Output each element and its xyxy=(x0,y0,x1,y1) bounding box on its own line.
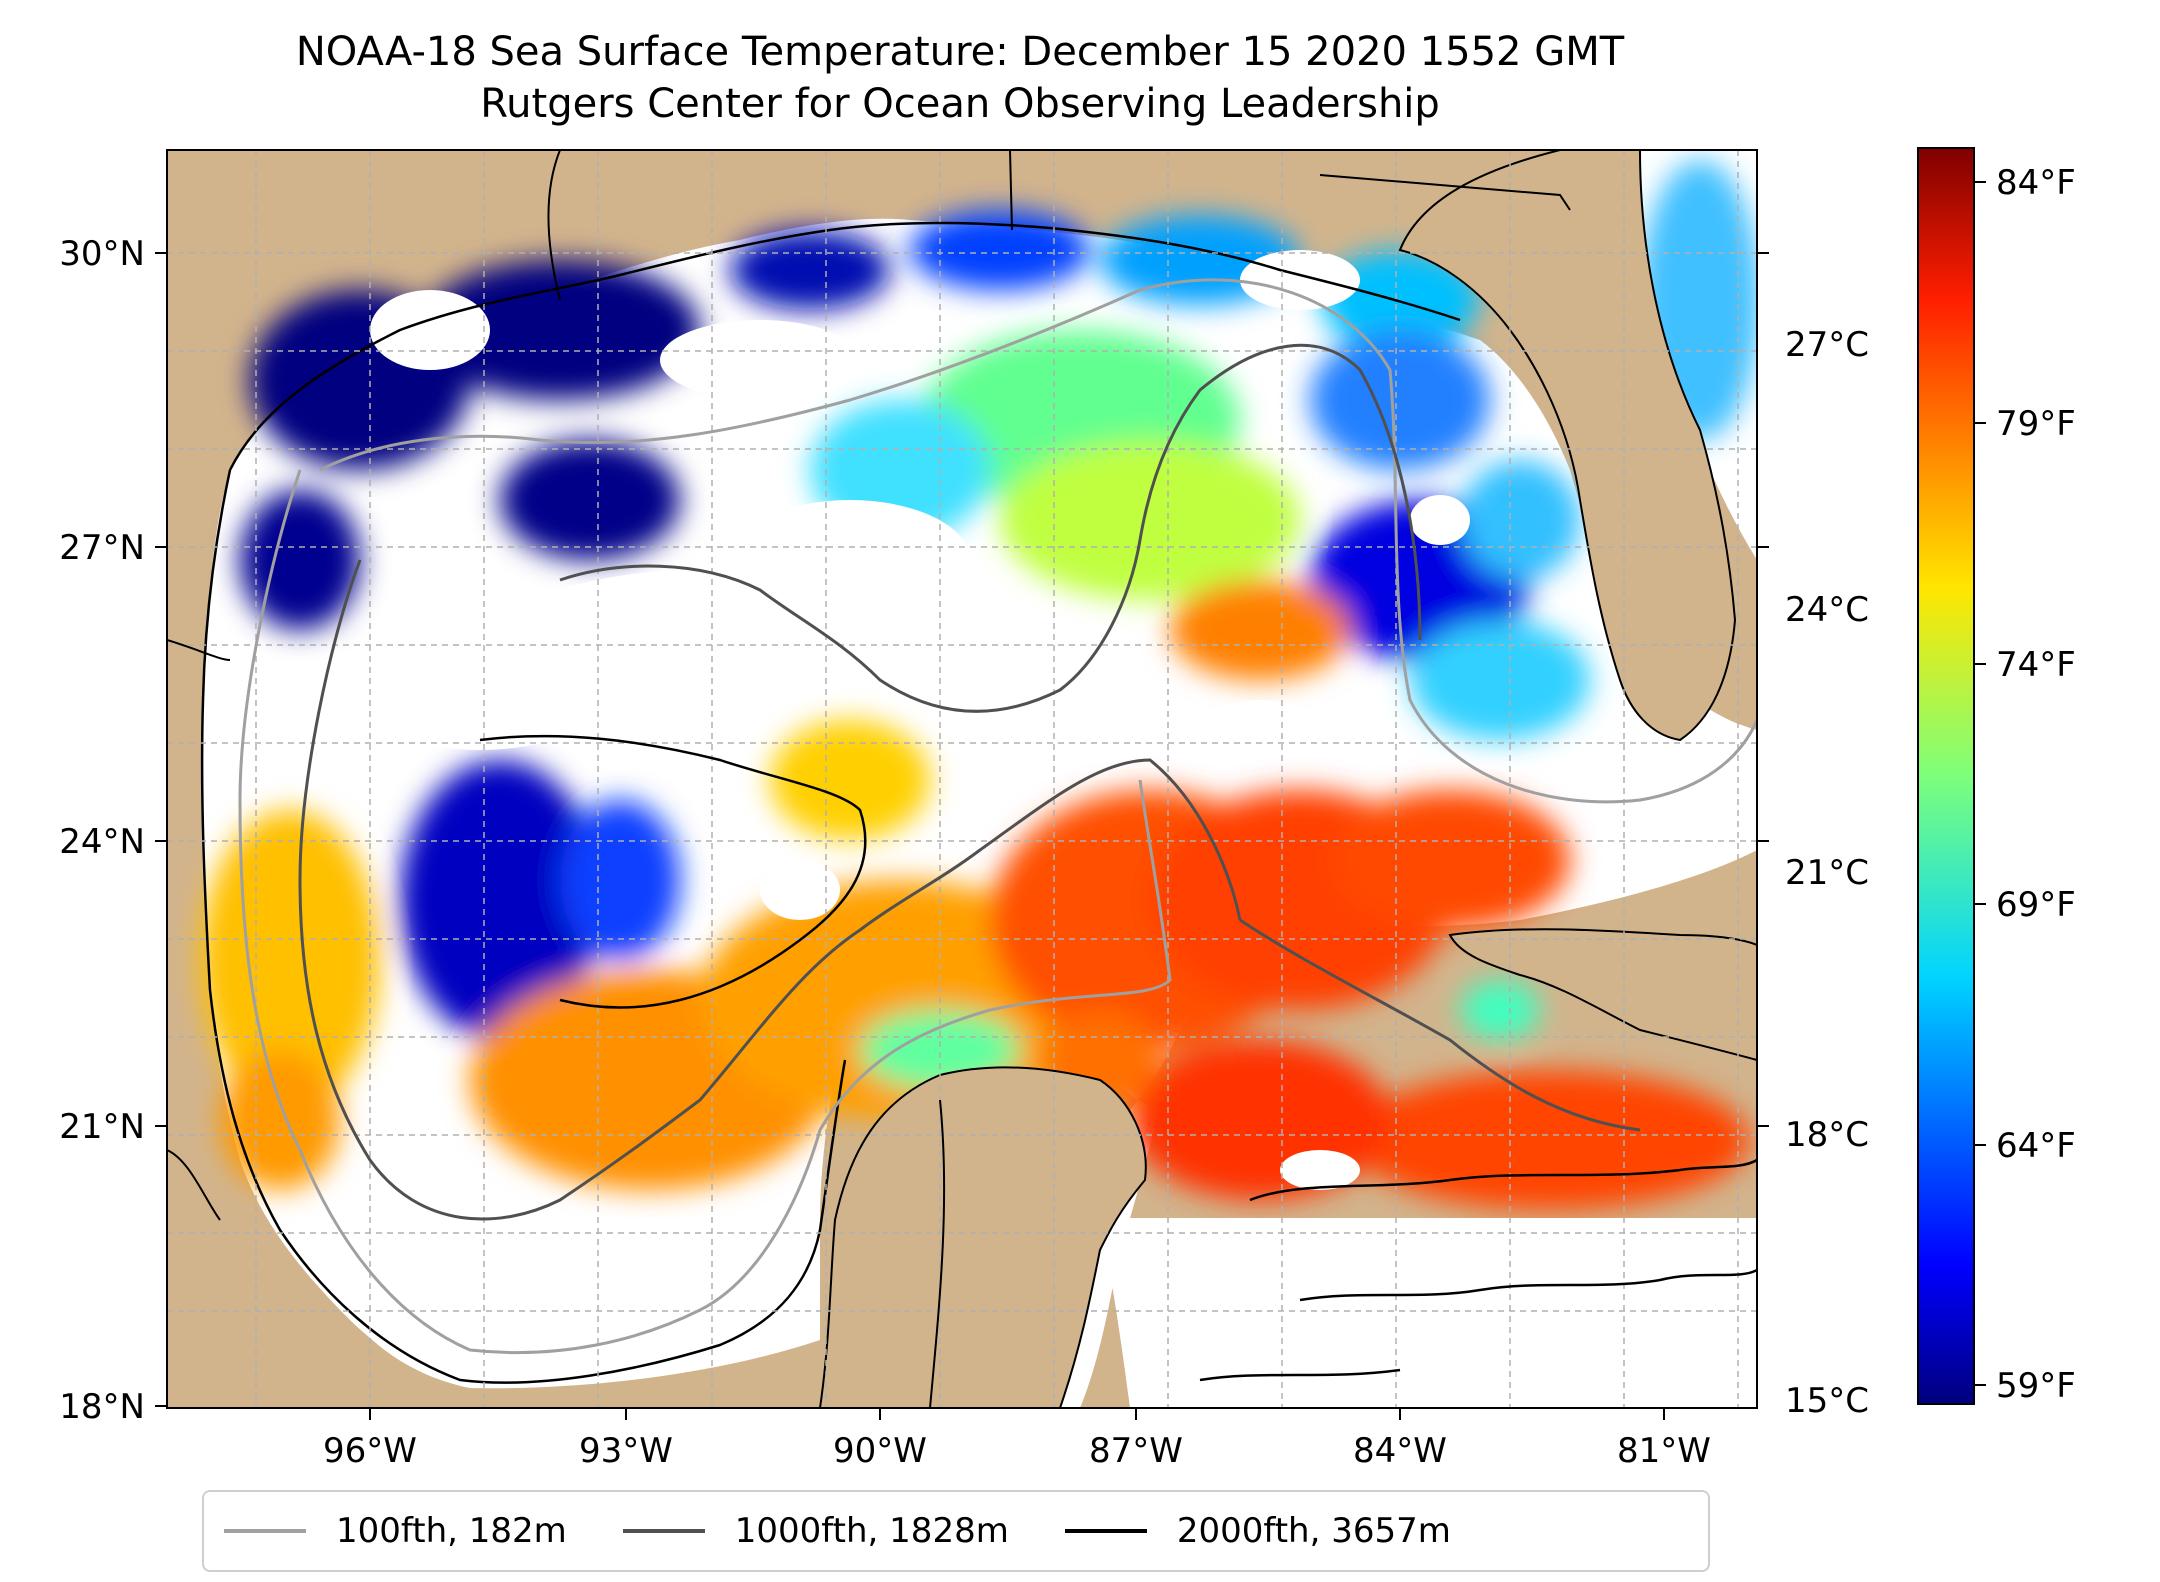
contour-100fth xyxy=(238,278,1757,1355)
lat-label: 30°N xyxy=(59,234,145,274)
political-borders xyxy=(167,150,1571,1408)
fahrenheit-label: 59°F xyxy=(1996,1366,2076,1406)
lon-label: 87°W xyxy=(1089,1431,1183,1471)
legend-swatch xyxy=(1064,1529,1147,1533)
legend-item-2000fth: 2000fth, 3657m xyxy=(1064,1511,1451,1551)
celsius-label: 21°C xyxy=(1785,853,1869,893)
celsius-label: 15°C xyxy=(1785,1381,1869,1421)
contour-1000fth xyxy=(298,343,1641,1221)
legend-label: 2000fth, 3657m xyxy=(1176,1511,1451,1551)
map-title: NOAA-18 Sea Surface Temperature: Decembe… xyxy=(295,29,1625,75)
map-panel xyxy=(167,150,1757,1408)
legend-swatch xyxy=(622,1529,705,1533)
fahrenheit-label: 74°F xyxy=(1996,645,2076,685)
lon-label: 96°W xyxy=(323,1431,417,1471)
colorbar-ticks xyxy=(1974,181,1986,1386)
lon-tick-marks xyxy=(369,1408,1665,1420)
us-gulf-coast xyxy=(228,221,1461,471)
fahrenheit-label: 64°F xyxy=(1996,1126,2076,1166)
bathymetry-legend: 100fth, 182m 1000fth, 1828m 2000fth, 365… xyxy=(202,1490,1710,1572)
fahrenheit-label: 79°F xyxy=(1996,404,2076,444)
mexico-coast xyxy=(200,469,847,1384)
lon-label: 90°W xyxy=(833,1431,927,1471)
cuba xyxy=(1448,928,1757,1062)
yucatan-peninsula xyxy=(818,1066,1147,1408)
fahrenheit-label: 69°F xyxy=(1996,885,2076,925)
legend-label: 1000fth, 1828m xyxy=(734,1511,1009,1551)
lon-label: 81°W xyxy=(1617,1431,1711,1471)
legend-label: 100fth, 182m xyxy=(336,1511,567,1551)
legend-item-100fth: 100fth, 182m xyxy=(224,1511,567,1551)
colorbar xyxy=(1917,147,1975,1405)
map-subtitle: Rutgers Center for Ocean Observing Leade… xyxy=(480,81,1440,127)
lat-label: 18°N xyxy=(59,1387,145,1427)
celsius-label: 24°C xyxy=(1785,590,1869,630)
lat-label: 21°N xyxy=(59,1107,145,1147)
legend-item-1000fth: 1000fth, 1828m xyxy=(622,1511,1009,1551)
map-frame xyxy=(166,149,1758,1409)
legend-swatch xyxy=(224,1529,306,1533)
lon-label: 84°W xyxy=(1353,1431,1447,1471)
lat-label: 24°N xyxy=(59,822,145,862)
lat-tick-marks xyxy=(155,252,1769,1407)
cloud-mask xyxy=(360,250,1470,1190)
florida xyxy=(1398,150,1737,742)
map-gridlines xyxy=(167,150,1757,1408)
celsius-label: 18°C xyxy=(1785,1115,1869,1155)
contour-2000fth xyxy=(479,734,1757,1382)
lon-label: 93°W xyxy=(579,1431,673,1471)
lat-label: 27°N xyxy=(59,528,145,568)
fahrenheit-label: 84°F xyxy=(1996,163,2076,203)
celsius-label: 27°C xyxy=(1785,325,1869,365)
